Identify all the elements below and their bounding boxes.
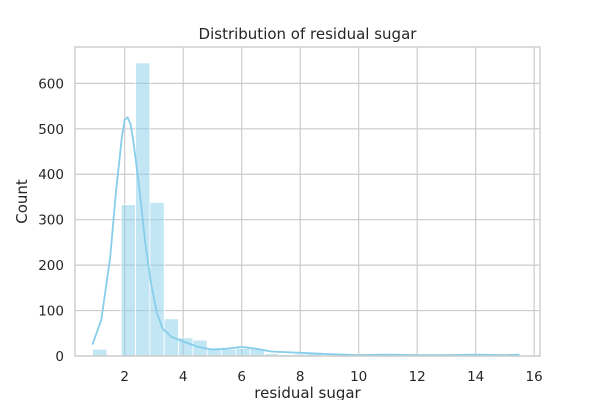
x-tick-label: 16 (526, 369, 543, 385)
y-tick-label: 600 (38, 76, 64, 92)
x-tick-label: 6 (237, 369, 246, 385)
histogram-bar (149, 202, 165, 357)
y-tick-label: 200 (38, 258, 64, 274)
histogram-bar (120, 204, 136, 357)
x-tick-label: 10 (350, 369, 367, 385)
y-tick-label: 0 (55, 349, 64, 365)
x-axis-ticks: 2 4 6 8 10 12 14 16 (120, 369, 542, 385)
histogram-bar (221, 348, 237, 357)
y-tick-label: 500 (38, 122, 64, 138)
kde-curve (91, 115, 520, 357)
y-tick-label: 300 (38, 213, 64, 229)
x-axis-label: residual sugar (254, 384, 361, 400)
x-tick-label: 4 (179, 369, 188, 385)
x-tick-label: 8 (296, 369, 305, 385)
plot-frame (74, 46, 541, 357)
y-tick-label: 100 (38, 304, 64, 320)
histogram-bar (135, 62, 151, 357)
histogram-bar (92, 348, 108, 357)
x-tick-label: 2 (120, 369, 129, 385)
y-axis-ticks: 0 100 200 300 400 500 600 (38, 76, 64, 365)
y-tick-label: 400 (38, 167, 64, 183)
y-axis-label: Count (13, 179, 31, 224)
chart-title: Distribution of residual sugar (199, 25, 418, 43)
histogram-bar (235, 347, 251, 357)
x-tick-label: 12 (409, 369, 426, 385)
x-tick-label: 14 (467, 369, 484, 385)
